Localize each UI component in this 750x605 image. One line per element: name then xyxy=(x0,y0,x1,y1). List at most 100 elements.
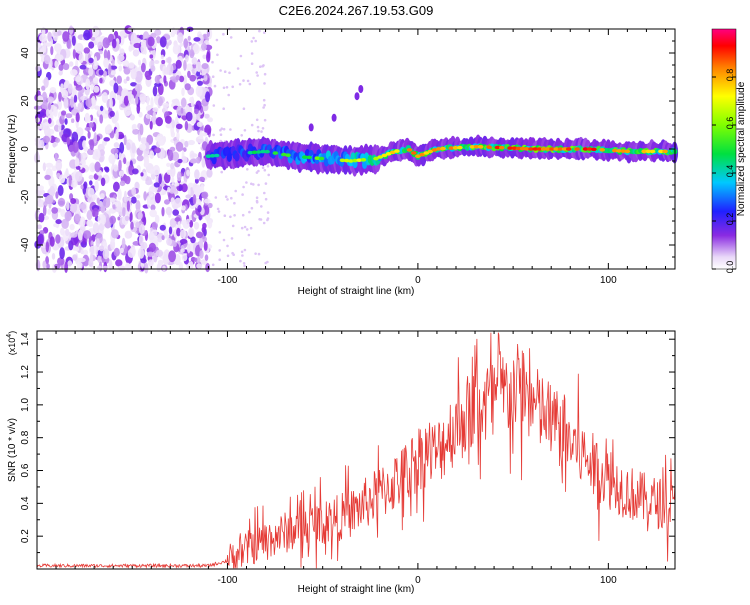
noise-blob xyxy=(115,259,123,267)
signal-peak xyxy=(565,147,572,151)
noise-blob xyxy=(83,230,91,239)
noise-dot xyxy=(242,107,246,110)
noise-blob xyxy=(73,94,78,103)
noise-dot xyxy=(261,64,265,68)
noise-blob xyxy=(93,56,98,67)
noise-dot xyxy=(222,238,226,242)
signal-peak xyxy=(528,147,534,151)
signal-peak xyxy=(658,149,664,154)
noise-blob xyxy=(113,142,120,148)
noise-blob xyxy=(88,174,94,180)
noise-blob xyxy=(196,263,203,269)
signal-peak xyxy=(540,147,547,151)
noise-blob xyxy=(109,130,115,139)
snr-frame xyxy=(36,330,676,570)
noise-dot xyxy=(264,197,268,201)
noise-dot xyxy=(215,38,219,42)
spectrogram-y-label: Frequency (Hz) xyxy=(7,115,18,184)
noise-blob xyxy=(183,74,187,87)
noise-dot xyxy=(219,133,223,136)
noise-blob xyxy=(54,60,59,68)
noise-blob xyxy=(67,260,73,267)
signal-peak xyxy=(247,150,254,155)
signal-peak xyxy=(260,149,266,154)
noise-blob xyxy=(102,70,108,77)
noise-dot xyxy=(262,98,266,102)
noise-blob xyxy=(179,229,187,238)
signal-peak xyxy=(507,146,513,150)
noise-blob xyxy=(60,227,65,236)
noise-blob xyxy=(141,62,146,73)
noise-blob xyxy=(109,97,113,109)
noise-dot xyxy=(263,191,266,195)
noise-blob xyxy=(64,118,68,125)
noise-dot xyxy=(261,166,265,169)
signal-peak xyxy=(343,158,350,163)
noise-dot xyxy=(263,168,267,172)
noise-dot xyxy=(263,31,266,34)
noise-blob xyxy=(150,199,155,206)
noise-blob xyxy=(158,173,162,185)
noise-blob xyxy=(108,197,116,203)
noise-blob xyxy=(36,111,45,117)
noise-blob xyxy=(88,41,95,49)
noise-dot xyxy=(211,263,215,267)
noise-blob xyxy=(71,35,76,46)
snr-scale-exponent: 4 xyxy=(6,334,13,338)
noise-blob xyxy=(129,211,133,223)
signal-peak xyxy=(423,151,430,155)
noise-blob xyxy=(47,31,52,42)
noise-blob xyxy=(128,164,133,172)
noise-blob xyxy=(149,150,155,159)
noise-blob xyxy=(192,43,200,55)
signal-peak xyxy=(360,158,367,162)
noise-blob xyxy=(54,263,61,269)
noise-blob xyxy=(130,68,137,80)
noise-blob xyxy=(85,98,93,108)
noise-blob xyxy=(94,105,100,110)
signal-peak xyxy=(214,153,220,158)
noise-blob xyxy=(67,83,73,94)
noise-blob xyxy=(177,158,183,164)
noise-blob xyxy=(196,61,202,72)
noise-blob xyxy=(180,107,184,114)
noise-blob xyxy=(43,125,51,137)
noise-blob xyxy=(36,95,44,106)
noise-dot xyxy=(242,262,246,265)
noise-blob xyxy=(151,221,158,230)
noise-blob xyxy=(163,75,167,84)
signal-peak xyxy=(457,145,463,150)
noise-blob xyxy=(83,181,88,190)
noise-blob xyxy=(136,103,141,114)
noise-blob xyxy=(152,107,159,113)
signal-peak xyxy=(662,149,668,154)
colorbar-tick-label: 0.0 xyxy=(725,261,735,274)
noise-blob xyxy=(144,142,150,152)
noise-dot xyxy=(258,29,261,33)
noise-blob xyxy=(168,250,177,263)
noise-blob xyxy=(198,176,205,182)
noise-blob xyxy=(109,110,115,117)
noise-blob xyxy=(146,134,154,145)
noise-blob xyxy=(74,213,81,224)
noise-blob xyxy=(106,197,111,203)
noise-blob xyxy=(201,191,209,199)
noise-blob xyxy=(91,95,96,106)
noise-blob xyxy=(176,227,181,237)
noise-blob xyxy=(108,63,112,75)
snr-x-label: Height of straight line (km) xyxy=(298,584,415,595)
noise-dot xyxy=(239,54,243,58)
noise-blob xyxy=(124,230,133,239)
noise-blob xyxy=(69,61,74,67)
noise-dot xyxy=(227,93,230,97)
noise-blob xyxy=(126,142,131,151)
noise-blob xyxy=(43,54,51,65)
colorbar: 0.0 0.2 0.4 0.6 0.8 Normalized spectral ampl… xyxy=(711,28,747,274)
noise-dot xyxy=(263,72,267,76)
noise-blob xyxy=(152,164,160,176)
colorbar-gradient xyxy=(711,28,737,270)
noise-dot xyxy=(260,205,263,208)
noise-blob xyxy=(98,50,103,55)
noise-blob xyxy=(196,70,201,77)
noise-dot xyxy=(218,249,221,252)
